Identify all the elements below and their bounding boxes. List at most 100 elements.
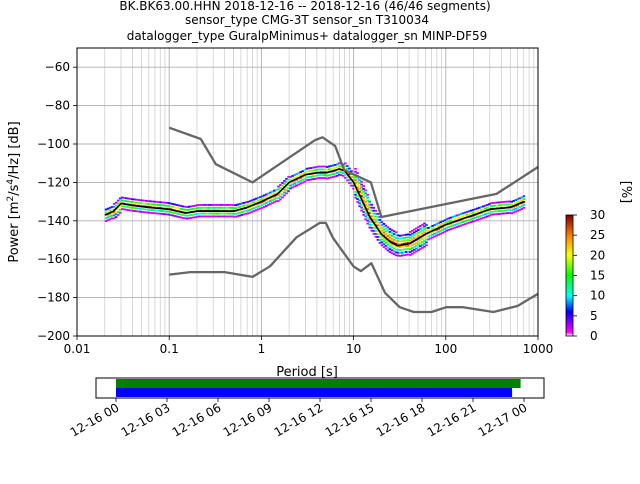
heatmap-cell [380,238,384,241]
heatmap-cell [388,228,392,230]
heatmap-cell [378,241,382,244]
heatmap-cell [307,178,311,181]
heatmap-cell [226,215,229,218]
heatmap-cell [299,171,303,174]
heatmap-cell [480,214,483,217]
heatmap-cell [419,239,422,242]
heatmap-cell [277,185,280,188]
heatmap-cell [409,239,412,242]
heatmap-cell [151,200,154,203]
heatmap-cell [287,175,290,178]
heatmap-cell [161,201,165,204]
heatmap-cell [522,201,526,203]
heatmap-cell [421,232,424,235]
heatmap-cell [167,213,171,216]
heatmap-cell [512,199,515,202]
heatmap-cell [200,215,203,218]
heatmap-cell [120,199,124,202]
heatmap-cell [386,249,390,252]
heatmap-cell [283,194,286,197]
heatmap-cell [496,204,499,207]
heatmap-cell [267,192,270,195]
heatmap-cell [362,193,365,196]
heatmap-cell [238,203,242,205]
heatmap-cell [419,230,422,233]
heatmap-cell [358,199,361,202]
heatmap-cell [143,208,146,211]
heatmap-cell [449,219,453,222]
heatmap-cell [305,176,309,179]
heatmap-cell [400,245,404,248]
heatmap-cell [504,209,507,212]
timeline-bar [116,388,513,397]
heatmap-cell [331,167,335,170]
heatmap-cell [327,177,331,179]
heatmap-cell [153,212,156,215]
heatmap-cell [181,208,185,211]
heatmap-cell [256,205,260,208]
heatmap-cell [396,234,400,237]
heatmap-cell [246,209,250,212]
heatmap-cell [500,201,503,204]
heatmap-cell [127,206,130,209]
heatmap-cell [433,235,436,238]
heatmap-cell [453,215,457,218]
heatmap-cell [398,243,402,246]
heatmap-cell [366,216,369,219]
heatmap-cell [269,203,272,206]
heatmap-cell [362,213,365,216]
heatmap-cell [394,248,398,251]
heatmap-cell [496,210,499,213]
heatmap-cell [374,209,378,212]
heatmap-cell [506,203,509,206]
heatmap-cell [108,209,112,212]
heatmap-cell [116,211,120,213]
heatmap-cell [331,173,335,175]
heatmap-cell [429,234,432,237]
heatmap-cell [329,167,333,170]
heatmap-cell [413,243,416,245]
heatmap-cell [299,176,303,179]
heatmap-cell [210,206,213,209]
heatmap-cell [402,251,406,254]
heatmap-cell [437,230,440,233]
heatmap-cell [392,241,396,244]
heatmap-cell [240,202,244,205]
heatmap-cell [402,254,406,257]
heatmap-cell [398,249,402,252]
heatmap-cell [104,217,108,220]
heatmap-cell [400,237,404,240]
heatmap-cell [167,202,171,205]
heatmap-cell [516,198,520,201]
heatmap-cell [473,208,477,211]
heatmap-cell [269,200,272,203]
heatmap-cell [504,212,507,215]
heatmap-cell [228,215,232,218]
heatmap-cell [189,216,193,219]
heatmap-cell [157,204,161,206]
heatmap-cell [441,220,444,223]
heatmap-cell [323,174,327,177]
heatmap-cell [281,184,284,187]
heatmap-cell [135,198,138,201]
heatmap-cell [120,208,124,210]
heatmap-cell [508,212,511,214]
heatmap-cell [404,248,408,251]
heatmap-cell [520,205,524,208]
heatmap-cell [198,215,201,218]
heatmap-cell [406,250,410,253]
heatmap-cell [429,226,432,228]
heatmap-cell [354,190,357,193]
heatmap-cell [504,203,507,206]
heatmap-cell [165,201,169,204]
heatmap-cell [340,165,343,168]
heatmap-cell [443,230,447,233]
heatmap-cell [171,211,175,214]
heatmap-cell [159,204,163,207]
heatmap-cell [423,225,426,228]
heatmap-cell [338,173,341,176]
heatmap-cell [262,200,266,203]
heatmap-cell [216,212,219,215]
heatmap-cell [287,187,290,190]
heatmap-cell [455,214,459,217]
